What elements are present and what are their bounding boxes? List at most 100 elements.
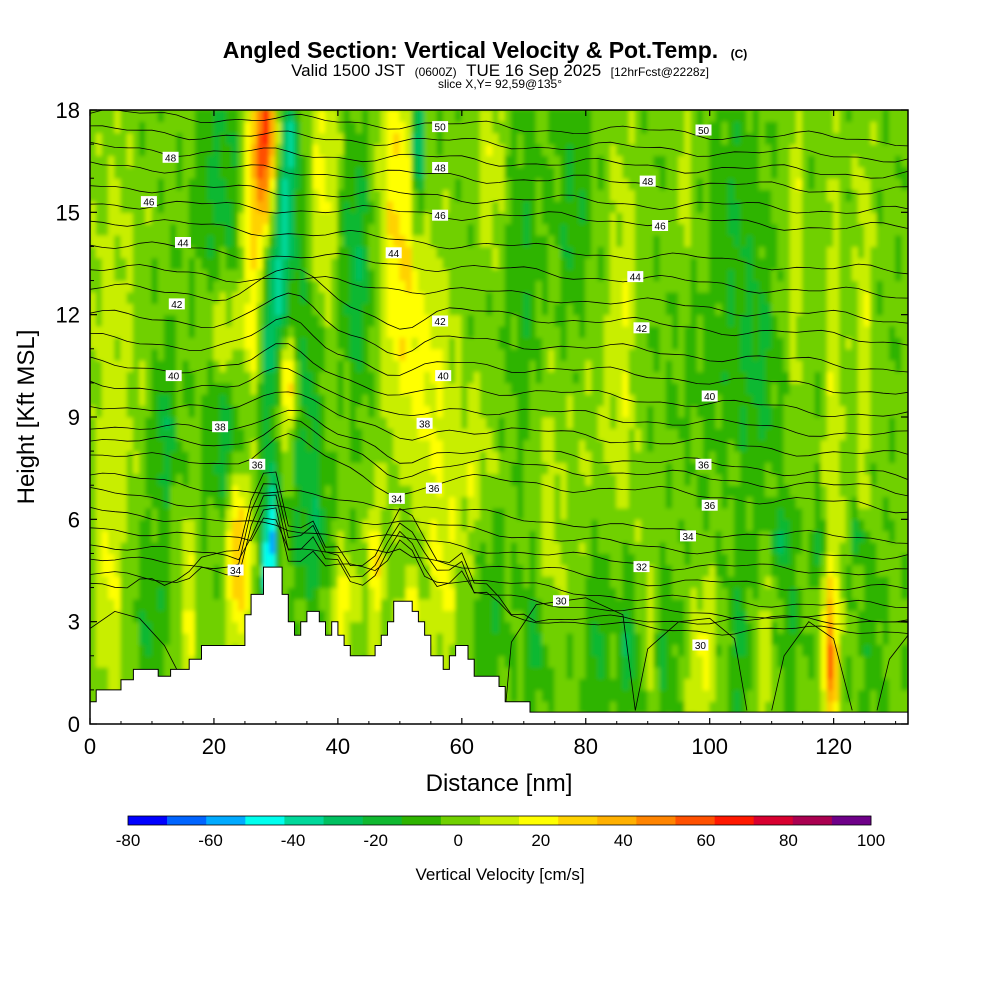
velocity-cell [95, 507, 103, 520]
velocity-cell [405, 439, 413, 452]
velocity-cell [572, 223, 581, 236]
velocity-cell [517, 507, 525, 520]
velocity-cell [610, 700, 618, 714]
velocity-cell [151, 609, 159, 623]
velocity-cell [467, 552, 475, 566]
velocity-cell [399, 541, 407, 554]
velocity-cell [238, 439, 246, 452]
velocity-cell [585, 268, 593, 282]
velocity-cell [455, 598, 463, 611]
velocity-cell [634, 382, 643, 395]
velocity-cell [479, 154, 488, 168]
velocity-cell [207, 257, 215, 270]
velocity-cell [263, 245, 271, 259]
velocity-cell [306, 257, 314, 270]
velocity-cell [548, 655, 556, 668]
velocity-cell [380, 314, 388, 327]
velocity-cell [163, 632, 172, 645]
velocity-cell [343, 177, 351, 191]
velocity-cell [269, 382, 277, 395]
velocity-cell [263, 120, 271, 134]
velocity-cell [647, 132, 655, 145]
velocity-cell [300, 507, 308, 520]
velocity-cell [324, 518, 333, 532]
velocity-cell [256, 280, 265, 293]
velocity-cell [355, 257, 364, 270]
velocity-cell [616, 382, 624, 395]
velocity-cell [393, 143, 401, 156]
velocity-cell [461, 450, 469, 463]
velocity-cell [486, 143, 494, 156]
velocity-cell [287, 382, 295, 395]
velocity-cell [324, 461, 333, 475]
velocity-cell [287, 518, 295, 532]
velocity-cell [213, 132, 221, 145]
velocity-cell [579, 166, 587, 179]
velocity-cell [300, 154, 308, 168]
velocity-cell [95, 177, 103, 191]
velocity-cell [380, 143, 388, 156]
velocity-cell [492, 507, 500, 520]
velocity-cell [312, 461, 320, 475]
velocity-cell [194, 211, 203, 225]
velocity-cell [194, 587, 203, 600]
velocity-cell [479, 348, 488, 361]
velocity-cell [603, 393, 612, 407]
velocity-cell [163, 621, 172, 634]
velocity-cell [269, 245, 277, 259]
velocity-cell [188, 461, 196, 475]
velocity-cell [579, 518, 587, 532]
velocity-cell [349, 632, 357, 645]
velocity-cell [473, 496, 481, 509]
velocity-cell [263, 450, 271, 463]
velocity-cell [219, 371, 227, 384]
velocity-cell [213, 234, 221, 247]
velocity-cell [486, 314, 494, 327]
velocity-cell [585, 257, 593, 270]
velocity-cell [411, 541, 419, 554]
velocity-cell [380, 564, 388, 577]
velocity-cell [548, 234, 556, 247]
velocity-cell [529, 120, 537, 134]
velocity-cell [473, 643, 481, 657]
velocity-cell [250, 405, 258, 418]
velocity-cell [597, 575, 605, 589]
velocity-cell [120, 245, 128, 259]
velocity-cell [498, 166, 506, 179]
velocity-cell [269, 200, 277, 213]
velocity-cell [610, 643, 618, 657]
velocity-cell [467, 245, 475, 259]
velocity-cell [510, 314, 519, 327]
velocity-cell [504, 177, 512, 191]
velocity-cell [393, 541, 401, 554]
velocity-cell [232, 575, 240, 589]
velocity-cell [424, 541, 432, 554]
velocity-cell [572, 120, 581, 134]
velocity-cell [610, 132, 618, 145]
velocity-cell [355, 507, 364, 520]
velocity-cell [300, 211, 308, 225]
velocity-cell [579, 621, 587, 634]
velocity-cell [380, 552, 388, 566]
velocity-cell [343, 302, 351, 316]
velocity-cell [523, 541, 531, 554]
velocity-cell [219, 598, 227, 611]
velocity-cell [504, 280, 512, 293]
velocity-cell [486, 450, 494, 463]
velocity-cell [355, 439, 364, 452]
velocity-cell [219, 200, 227, 213]
velocity-cell [182, 575, 190, 589]
velocity-cell [157, 575, 165, 589]
velocity-cell [362, 280, 370, 293]
velocity-cell [225, 359, 234, 373]
velocity-cell [548, 643, 556, 657]
velocity-cell [306, 450, 314, 463]
velocity-cell [163, 280, 172, 293]
velocity-cell [95, 666, 103, 680]
velocity-cell [300, 439, 308, 452]
velocity-cell [101, 552, 110, 566]
velocity-cell [504, 530, 512, 543]
velocity-cell [238, 280, 246, 293]
velocity-cell [287, 439, 295, 452]
velocity-cell [622, 234, 630, 247]
